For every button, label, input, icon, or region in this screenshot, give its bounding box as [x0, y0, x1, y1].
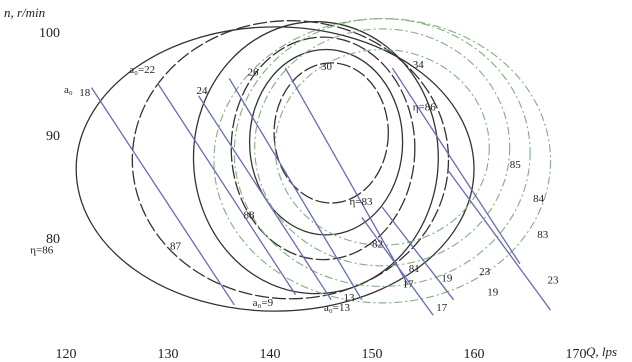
x-tick-label: 120: [56, 347, 77, 362]
efficiency-contour-88: [192, 21, 439, 295]
blade-angle-line-19: [381, 206, 455, 301]
x-tick-label: 160: [464, 347, 485, 362]
contour-label: 34: [413, 59, 425, 71]
blade-angle-lines: [90, 67, 552, 316]
contour-label: a₀: [64, 84, 73, 96]
blade-angle-line-23: [447, 170, 552, 311]
efficiency-contour-86: [75, 26, 475, 312]
y-tick-labels: 80 90 100: [39, 26, 60, 247]
contour-label: 84: [533, 193, 545, 205]
contour-label: 18: [79, 87, 91, 99]
y-tick-label: 90: [46, 129, 60, 144]
contour-label: 26: [248, 66, 260, 78]
efficiency-contour-85: [254, 28, 511, 267]
efficiency-contour-87: [131, 20, 450, 300]
blade-angle-line-30: [284, 67, 409, 285]
x-axis-label: Q, lps: [586, 344, 617, 359]
efficiency-contour-83: [273, 62, 389, 204]
contour-label: 23: [547, 274, 559, 286]
contour-label: 19: [487, 287, 499, 299]
efficiency-contour-84: [233, 18, 531, 287]
contour-label: 87: [170, 240, 182, 252]
blade-angle-line-34: [391, 67, 521, 265]
blade-angle-line-24: [198, 95, 332, 301]
contour-label: 17: [436, 302, 448, 314]
efficiency-contour-82: [248, 48, 404, 236]
contour-label: 17: [403, 278, 415, 290]
contour-label: a₀=9: [253, 297, 274, 309]
contour-label: 24: [197, 85, 209, 97]
contour-label: 13: [343, 292, 355, 304]
contour-label: η=86: [30, 244, 53, 256]
x-tick-label: 150: [362, 347, 383, 362]
x-tick-label: 140: [260, 347, 281, 362]
contour-label: 19: [441, 272, 453, 284]
contour-label: 81: [409, 263, 420, 275]
contour-label: 85: [510, 159, 522, 171]
contour-label: 23: [479, 266, 491, 278]
efficiency-contour-81: [230, 36, 416, 261]
blade-angle-line-26: [228, 78, 363, 301]
contour-label: 83: [537, 229, 549, 241]
contour-label: 88: [243, 209, 255, 221]
y-tick-label: 100: [39, 26, 60, 41]
blade-angle-line-17: [361, 217, 434, 316]
y-axis-label: n, r/min: [4, 5, 45, 20]
contour-label: a₀=13: [324, 302, 350, 314]
y-tick-label: 80: [46, 232, 60, 247]
x-tick-labels: 120 130 140 150 160 170: [56, 347, 587, 362]
efficiency-contours: [75, 18, 552, 312]
contour-label: 30: [321, 61, 333, 73]
contour-label: 82: [372, 238, 383, 250]
contour-label: η=83: [350, 196, 373, 208]
blade-angle-line-22: [157, 83, 297, 296]
contour-label: η=86: [413, 101, 436, 113]
efficiency-contour-83: [213, 18, 552, 304]
x-tick-label: 170: [566, 347, 587, 362]
blade-angle-line-18: [90, 87, 235, 306]
contour-label: a₀=22: [129, 64, 155, 76]
contour-labels: a₀ 18 a₀=22 24 26 30 34 η=86 85 84 83 88 87 η=86 η=83 8…: [30, 59, 559, 314]
x-tick-label: 130: [158, 347, 179, 362]
